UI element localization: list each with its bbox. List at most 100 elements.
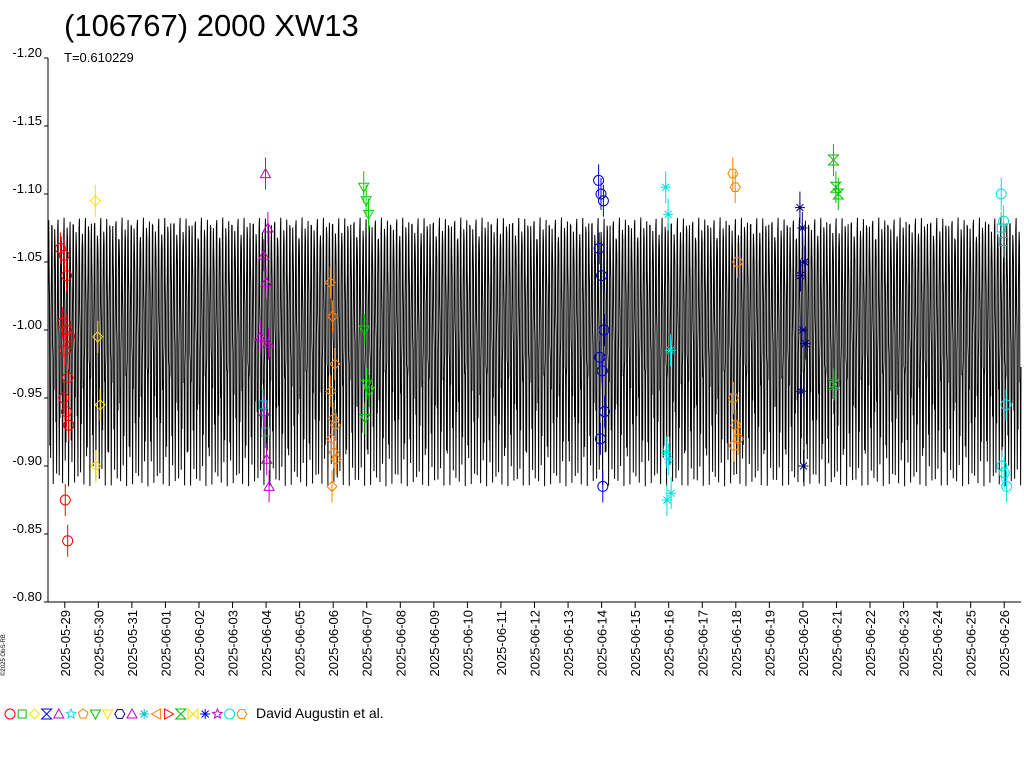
legend-marker-4	[40, 708, 53, 720]
marker-stroke	[801, 339, 810, 348]
series-6	[357, 171, 375, 435]
x-tick-label: 2025-05-29	[58, 610, 73, 677]
marker	[89, 709, 102, 721]
marker	[90, 460, 102, 472]
x-tick-label: 2025-06-13	[561, 610, 576, 677]
marker	[164, 708, 175, 720]
marker	[139, 709, 150, 719]
marker	[729, 182, 741, 193]
legend-marker-6	[65, 707, 77, 720]
marker	[1000, 399, 1012, 411]
series-11	[827, 144, 845, 401]
y-tick-label: -1.00	[12, 317, 42, 332]
legend-marker-10	[114, 709, 126, 719]
marker	[995, 188, 1007, 200]
marker	[262, 337, 275, 349]
marker	[800, 338, 811, 349]
marker	[732, 257, 744, 267]
marker	[126, 707, 138, 719]
marker	[260, 276, 272, 287]
marker-stroke	[140, 710, 149, 718]
marker	[254, 330, 267, 342]
marker	[236, 709, 248, 719]
marker	[663, 209, 674, 220]
marker	[660, 182, 671, 193]
marker	[89, 195, 102, 207]
x-tick-label: 2025-06-14	[595, 610, 610, 677]
marker-stroke	[798, 224, 807, 232]
marker	[62, 535, 74, 547]
series-7	[593, 164, 611, 503]
marker	[1001, 480, 1013, 492]
marker	[63, 419, 75, 431]
x-tick-label: 2025-06-03	[226, 610, 241, 677]
marker	[663, 454, 674, 465]
marker-stroke	[663, 496, 671, 504]
marker	[4, 708, 16, 720]
marker	[324, 276, 336, 289]
x-tick-label: 2025-06-05	[293, 610, 308, 677]
marker-stroke	[661, 183, 670, 192]
x-tick-label: 2025-06-16	[662, 610, 677, 677]
x-tick-label: 2025-06-11	[494, 610, 509, 676]
marker-stroke	[666, 346, 675, 355]
marker	[794, 202, 805, 213]
marker	[326, 480, 338, 493]
marker	[996, 223, 1006, 233]
marker	[330, 453, 342, 465]
chart-subtitle: T=0.610229	[64, 50, 134, 65]
model-curve	[47, 217, 1022, 487]
marker	[258, 405, 271, 417]
marker	[595, 188, 607, 200]
legend-marker-18	[211, 707, 224, 720]
series-8	[660, 171, 677, 516]
marker	[260, 453, 273, 464]
marker	[359, 413, 371, 425]
series-10	[794, 191, 811, 482]
marker	[325, 433, 338, 445]
marker	[797, 223, 808, 233]
legend-marker-2	[17, 709, 27, 719]
x-tick-label: 2025-06-12	[528, 610, 543, 677]
marker	[61, 324, 73, 336]
x-tick-label: 2025-06-06	[326, 610, 341, 677]
y-tick-label: -0.95	[12, 385, 42, 400]
series-1	[54, 232, 76, 557]
marker	[40, 708, 53, 720]
marker	[727, 393, 739, 403]
x-tick-label: 2025-06-24	[930, 610, 945, 677]
side-note: ©2025 ObS-RB	[1, 634, 7, 676]
legend-marker-14	[164, 708, 175, 720]
x-tick-label: 2025-06-23	[897, 610, 912, 677]
marker	[59, 494, 71, 506]
marker	[200, 709, 211, 719]
y-tick-label: -1.20	[12, 45, 42, 60]
marker	[596, 365, 608, 377]
marker-stroke	[667, 489, 675, 498]
model-curve-path	[47, 217, 1022, 487]
x-tick-label: 2025-05-31	[125, 610, 140, 677]
series-12	[995, 178, 1013, 503]
series-2	[89, 184, 106, 482]
marker	[329, 419, 342, 431]
x-tick-label: 2025-06-10	[460, 610, 475, 677]
marker	[263, 480, 275, 491]
y-tick-label: -1.05	[12, 249, 42, 264]
marker	[827, 154, 840, 166]
legend-marker-1	[4, 708, 16, 720]
marker	[593, 174, 605, 186]
marker	[58, 392, 70, 404]
legend-marker-5	[52, 707, 65, 719]
x-tick-label: 2025-06-19	[762, 610, 777, 677]
marker	[259, 167, 272, 179]
x-tick-label: 2025-06-26	[997, 610, 1012, 677]
legend-marker-17	[200, 709, 211, 719]
marker	[594, 351, 606, 363]
x-tick-label: 2025-06-18	[729, 610, 744, 677]
marker	[52, 707, 65, 719]
marker	[996, 460, 1008, 472]
marker	[114, 709, 126, 719]
marker	[28, 708, 41, 720]
marker	[58, 249, 70, 261]
x-tick-label: 2025-06-22	[863, 610, 878, 677]
